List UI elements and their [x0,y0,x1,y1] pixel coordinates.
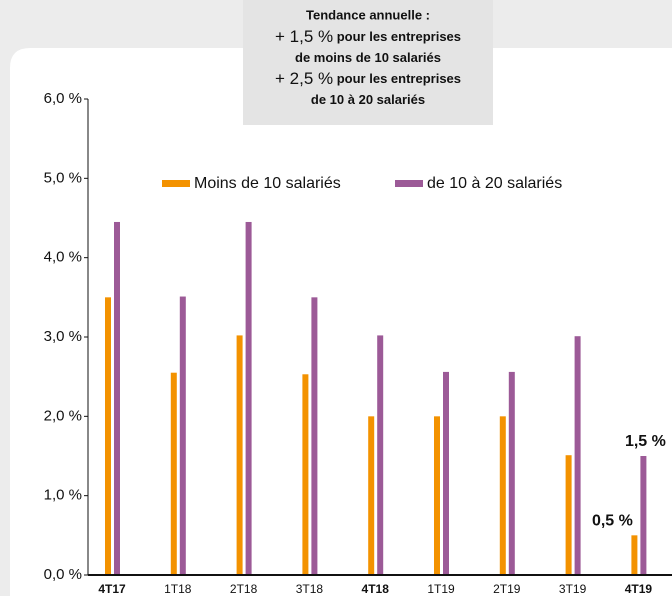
annotation-text: de moins de 10 salariés [295,50,441,65]
annotation-emphasis: + 2,5 % [275,69,333,88]
y-tick-label: 2,0 % [44,407,82,424]
x-tick-label: 3T18 [296,582,324,596]
bar [170,372,177,575]
bar [245,221,252,575]
bar [434,416,440,575]
x-tick-label: 4T17 [98,582,126,596]
bar [499,416,506,575]
x-tick-label: 4T19 [625,582,653,596]
bar [179,296,186,575]
annotation-text: pour les entreprises [337,29,461,44]
bar [105,297,111,575]
annotation-line: + 1,5 % pour les entreprises [275,27,461,46]
y-tick-label: 4,0 % [44,249,82,266]
y-tick-label: 3,0 % [44,328,82,345]
annotation-emphasis: + 1,5 % [275,27,333,46]
legend-label: de 10 à 20 salariés [427,175,562,192]
bar [640,456,647,575]
annotation-line: + 2,5 % pour les entreprises [275,69,461,88]
bar [565,455,572,575]
x-tick-label: 1T18 [164,582,192,596]
bar [631,535,638,575]
y-tick-label: 1,0 % [44,487,82,504]
x-tick-label: 2T19 [493,582,521,596]
legend-swatch [395,180,423,187]
legend-label: Moins de 10 salariés [194,175,341,192]
bar [368,416,375,575]
bar [377,335,384,575]
y-tick-label: 5,0 % [44,169,82,186]
bar [114,221,120,575]
y-tick-label: 0,0 % [44,566,82,583]
bar [311,297,318,575]
x-tick-label: 2T18 [230,582,258,596]
value-label: 1,5 % [625,433,666,450]
x-tick-label: 1T19 [427,582,455,596]
value-label: 0,5 % [592,513,633,530]
x-tick-label: 3T19 [559,582,587,596]
annotation-line: de moins de 10 salariés [295,50,441,65]
bar [508,371,515,575]
bar [574,336,581,575]
annotation-text: de 10 à 20 salariés [311,92,425,107]
legend-swatch [162,180,190,187]
x-tick-label: 4T18 [362,582,390,596]
bar [443,371,449,575]
y-tick-label: 6,0 % [44,90,82,107]
annotation-box [243,0,493,125]
annotation-line: de 10 à 20 salariés [311,92,425,107]
bar [236,335,243,575]
annotation-title: Tendance annuelle : [306,7,430,22]
annotation-text: pour les entreprises [337,71,461,86]
bar [302,374,309,575]
